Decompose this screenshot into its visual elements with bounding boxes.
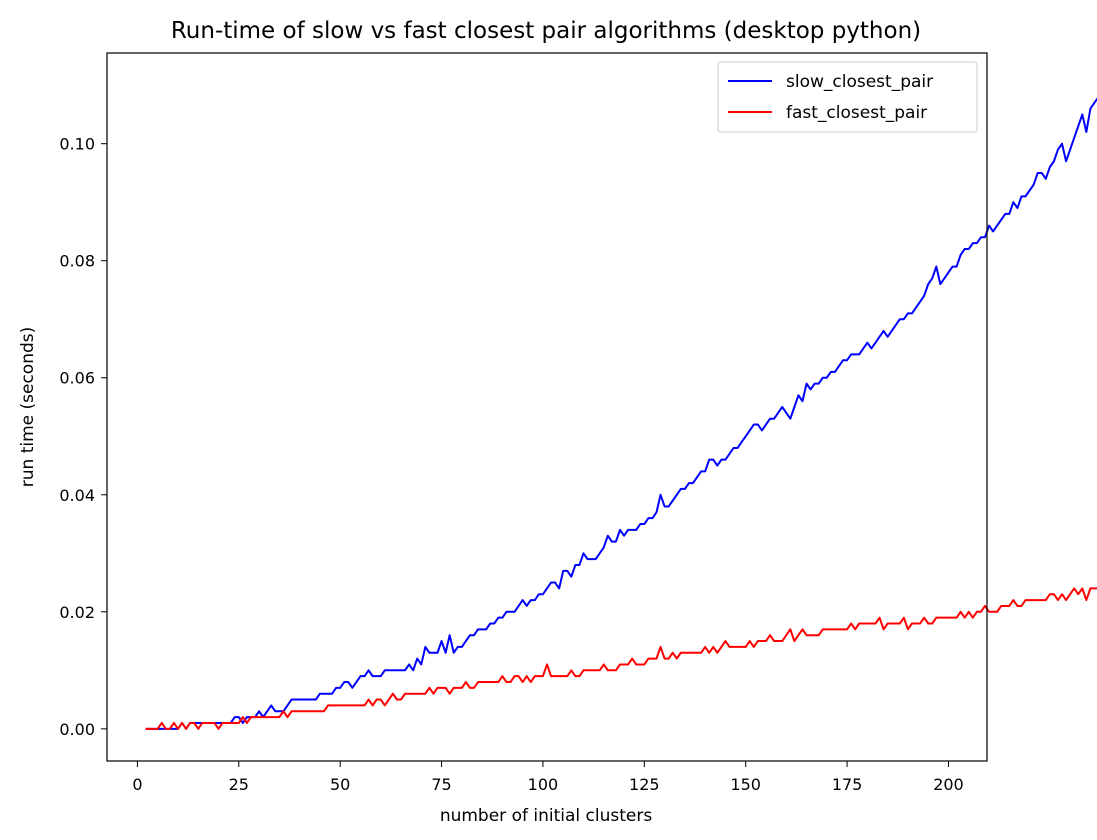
y-axis-ticks: 0.00 0.02 0.04 0.06 0.08 0.10	[59, 135, 107, 739]
y-tick-label: 0.10	[59, 135, 95, 154]
x-tick-label: 25	[229, 775, 249, 794]
y-axis-label: run time (seconds)	[18, 327, 38, 488]
x-tick-label: 0	[132, 775, 142, 794]
x-tick-label: 125	[629, 775, 660, 794]
chart-title: Run-time of slow vs fast closest pair al…	[171, 18, 921, 44]
y-tick-label: 0.08	[59, 252, 95, 271]
x-tick-label: 200	[933, 775, 964, 794]
x-tick-label: 100	[528, 775, 559, 794]
x-axis-label: number of initial clusters	[440, 806, 653, 826]
legend: slow_closest_pair fast_closest_pair	[717, 61, 978, 133]
y-tick-label: 0.04	[59, 486, 95, 505]
legend-box	[717, 61, 978, 133]
series-line-fast-closest-pair	[145, 587, 1097, 730]
series-line-slow-closest-pair	[145, 97, 1097, 730]
x-tick-label: 75	[431, 775, 451, 794]
x-axis-ticks: 0 25 50 75 100 125 150 175 200	[132, 761, 964, 794]
plot-area	[145, 97, 1097, 730]
plot-frame	[106, 52, 988, 762]
legend-label: slow_closest_pair	[786, 72, 933, 92]
x-tick-label: 175	[832, 775, 863, 794]
x-tick-label: 50	[330, 775, 350, 794]
legend-label: fast_closest_pair	[786, 103, 927, 123]
y-tick-label: 0.06	[59, 369, 95, 388]
x-tick-label: 150	[730, 775, 761, 794]
y-tick-label: 0.02	[59, 603, 95, 622]
y-tick-label: 0.00	[59, 720, 95, 739]
